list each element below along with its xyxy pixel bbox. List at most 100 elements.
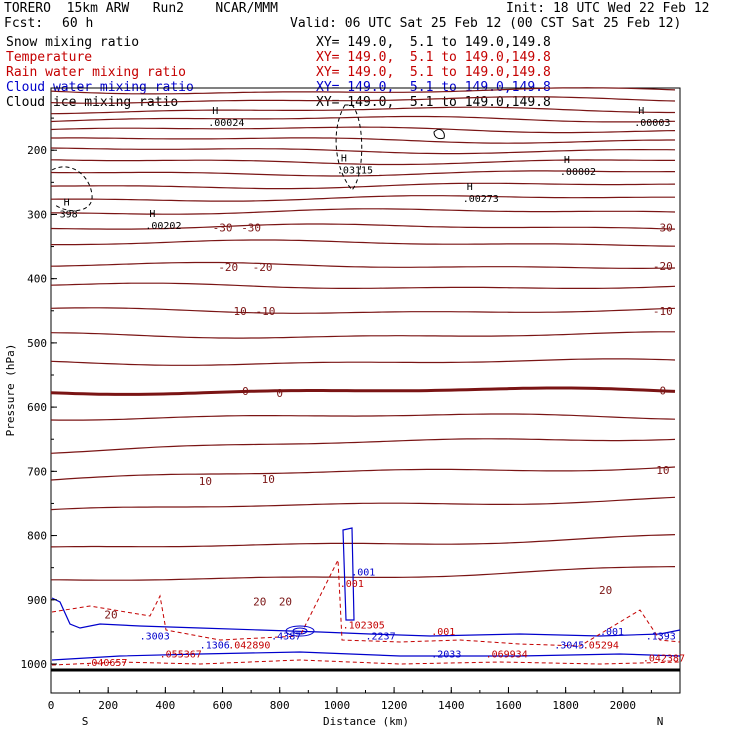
- y-tick-label: 500: [27, 337, 47, 350]
- isotherm-line: [50, 208, 676, 215]
- snow-high-marker: H: [149, 209, 155, 220]
- isotherm-line: [50, 159, 675, 166]
- isotherm-line: [50, 195, 675, 202]
- north-label: N: [657, 715, 664, 728]
- isotherm-line: [50, 126, 676, 134]
- rain-label: .001: [431, 627, 455, 638]
- rain-contour: [51, 558, 681, 647]
- isotherm-line: [50, 496, 676, 511]
- cloud-water-label: .001: [351, 567, 375, 578]
- cloud-water-top: [51, 597, 681, 637]
- valid-time: Valid: 06 UTC Sat 25 Feb 12 (00 CST Sat …: [290, 16, 682, 31]
- cloud-water-label: .1393: [646, 632, 676, 643]
- x-tick-label: 600: [213, 699, 233, 712]
- temperature-label: 0: [660, 384, 667, 397]
- snow-contour-west: [51, 166, 93, 212]
- x-tick-label: 1000: [324, 699, 351, 712]
- y-tick-label: 800: [27, 530, 47, 543]
- x-tick-label: 200: [98, 699, 118, 712]
- y-tick-label: 400: [27, 273, 47, 286]
- cloud-water-label: .2237: [366, 632, 396, 643]
- temperature-label: 0: [276, 387, 283, 400]
- cloud-water-max-inner: [292, 627, 308, 635]
- temperature-contours: [50, 87, 676, 581]
- isotherm-line: [50, 96, 676, 104]
- snow-high-value: 398: [60, 209, 78, 220]
- cloud-water-label: .3045: [554, 641, 584, 652]
- x-tick-label: 2000: [610, 699, 637, 712]
- isotherm-line: [51, 239, 676, 247]
- isotherm-line: [50, 438, 676, 454]
- rain-label: .102305: [343, 621, 385, 632]
- temperature-label: 20: [279, 596, 292, 609]
- temperature-label: 10: [656, 464, 669, 477]
- forecast-hour: 60 h: [62, 16, 94, 31]
- low-level-contours: [51, 527, 681, 666]
- isotherm-line: [50, 261, 676, 269]
- temperature-label: -10: [255, 305, 275, 318]
- snow-high-value: .03115: [337, 166, 373, 177]
- y-tick-label: 1000: [21, 658, 48, 671]
- south-label: S: [82, 715, 89, 728]
- temperature-label: 10: [199, 475, 212, 488]
- rain-label: .040657: [85, 658, 127, 669]
- y-tick-label: 900: [27, 594, 47, 607]
- cloud-water-label: .2033: [431, 650, 461, 661]
- cloud-water-bottom: [51, 651, 681, 661]
- legend-rain-xy: XY= 149.0, 5.1 to 149.0,149.8: [316, 65, 551, 80]
- legend-rain-label: Rain water mixing ratio: [6, 65, 187, 80]
- isotherm-line: [51, 566, 676, 581]
- x-tick-label: 400: [155, 699, 175, 712]
- legend-snow-label: Snow mixing ratio: [6, 35, 140, 50]
- temperature-label: 20: [599, 584, 612, 597]
- x-tick-label: 800: [270, 699, 290, 712]
- isotherm-line: [51, 137, 675, 144]
- cloud-water-max: [285, 625, 315, 637]
- isotherm-line: [50, 147, 676, 155]
- rain-label: .001: [340, 579, 364, 590]
- isotherm-line: [50, 106, 675, 115]
- x-axis-title: Distance (km): [323, 715, 409, 728]
- isotherm-line: [50, 170, 675, 177]
- snow-high-marker: H: [564, 155, 570, 166]
- snow-high-value: .00003: [634, 118, 670, 129]
- y-tick-label: 300: [27, 208, 47, 221]
- forecast-label: Fcst:: [4, 16, 44, 31]
- legend-snow-xy: XY= 149.0, 5.1 to 149.0,149.8: [316, 35, 551, 50]
- isotherm-line: [50, 282, 676, 289]
- snow-contour-small: [433, 129, 445, 140]
- rain-label: .055367: [160, 650, 202, 661]
- rain-label: .05294: [583, 641, 619, 652]
- snow-contours: [51, 104, 445, 212]
- snow-high-marker: H: [341, 154, 347, 165]
- isotherm-line: [50, 307, 676, 314]
- snow-high-value: .00202: [145, 221, 181, 232]
- x-tick-label: 1200: [381, 699, 408, 712]
- rain-contour-lower: [51, 659, 681, 666]
- isotherm-line: [50, 466, 676, 481]
- isotherm-line: [50, 358, 676, 366]
- isotherm-line: [50, 115, 676, 123]
- cloud-water-label: .4387: [271, 632, 301, 643]
- temperature-label: -10: [653, 305, 673, 318]
- x-tick-label: 1800: [552, 699, 579, 712]
- temperature-label: 0: [242, 385, 249, 398]
- snow-contour-core: [335, 104, 363, 191]
- isotherm-line: [50, 182, 676, 190]
- temperature-label: -10: [227, 305, 247, 318]
- contour-labels: -30 -30 -30 -20 -20 -20 -10 -10 -10 0 0 0 10 10 10 20 20…: [60, 106, 685, 669]
- temperature-label: -20: [218, 261, 238, 274]
- y-tick-label: 200: [27, 144, 47, 157]
- y-tick-label: 600: [27, 401, 47, 414]
- isotherm-line: [50, 223, 676, 230]
- cloud-water-label: .001: [600, 627, 624, 638]
- temperature-label: -20: [653, 260, 673, 273]
- legend-temperature-label: Temperature: [6, 50, 93, 65]
- snow-high-marker: H: [467, 182, 473, 193]
- temperature-label: 20: [104, 609, 117, 622]
- cloud-water-column: [342, 527, 355, 621]
- x-tick-label: 1600: [495, 699, 522, 712]
- y-axis-title: Pressure (hPa): [4, 344, 17, 437]
- init-time: Init: 18 UTC Wed 22 Feb 12: [506, 1, 710, 16]
